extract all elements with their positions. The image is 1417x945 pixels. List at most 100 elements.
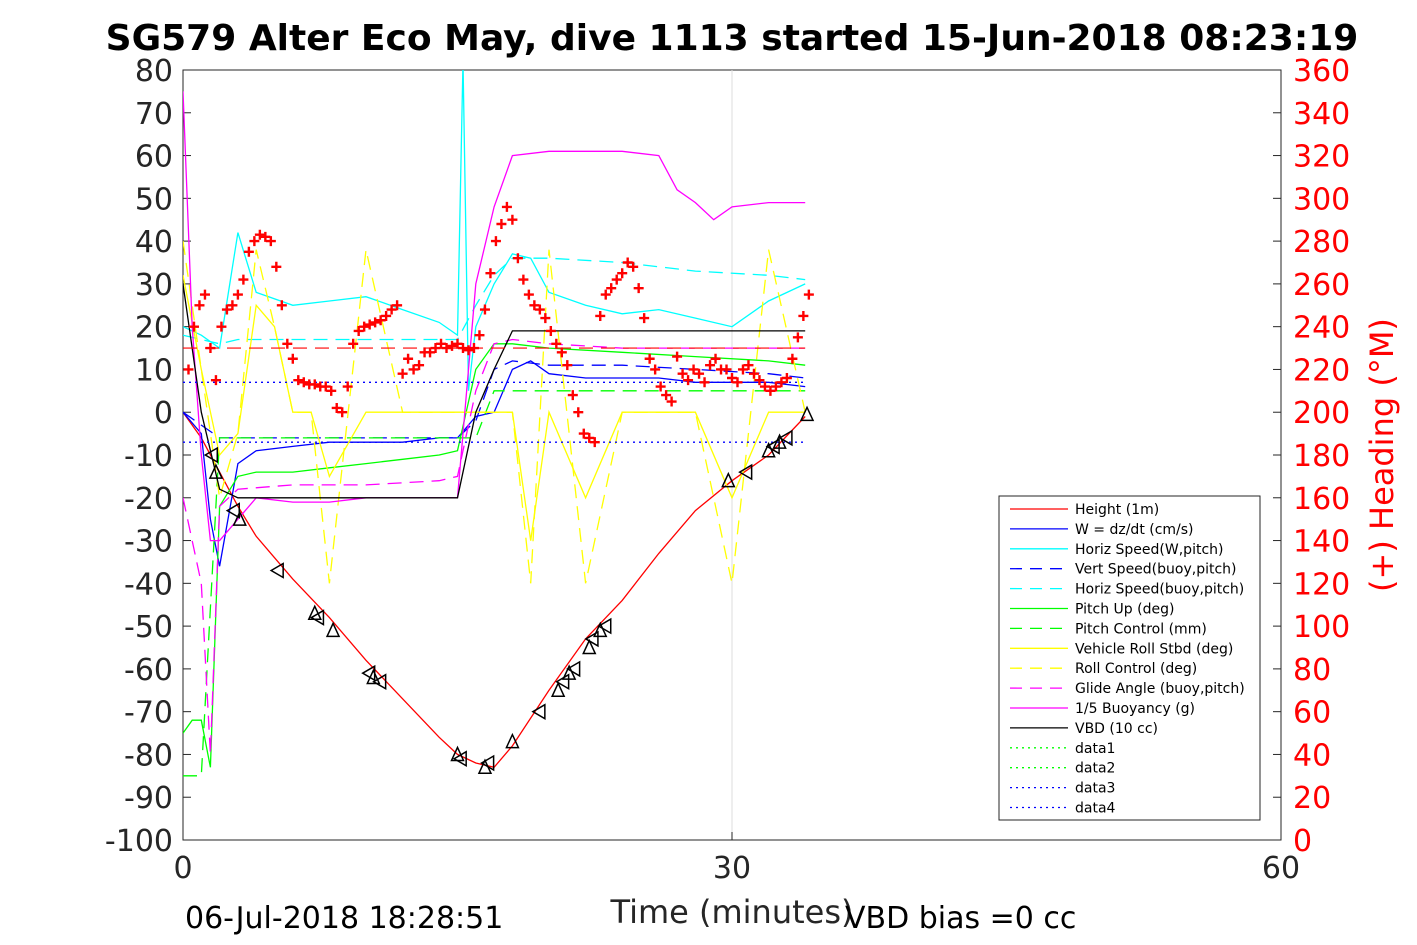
heading-point [216,321,227,332]
glider-marker [452,750,467,768]
glider-marker [372,673,387,691]
heading-point [370,317,381,328]
heading-point [617,268,628,279]
glider-marker [203,446,219,464]
y-tick-label: -40 [124,567,173,602]
heading-point [392,300,403,311]
heading-point [672,351,683,362]
y2-tick-label: 320 [1293,140,1350,175]
heading-point [666,396,677,407]
heading-point [529,300,540,311]
y-tick-label: -100 [105,824,173,859]
y-tick-label: 40 [135,225,173,260]
heading-point [737,364,748,375]
legend-label: Horiz Speed(W,pitch) [1075,542,1223,558]
heading-point [743,360,754,371]
heading-point [759,381,770,392]
heading-point [298,377,309,388]
y2-tick-label: 280 [1293,225,1350,260]
heading-point [606,283,617,294]
glider-marker [531,703,546,720]
heading-point [386,304,397,315]
legend-label: data4 [1075,801,1116,817]
heading-point [748,368,759,379]
heading-point [271,261,282,272]
footer-timestamp: 06-Jul-2018 18:28:51 [185,901,503,936]
legend-label: VBD (10 cc) [1075,721,1158,737]
y2-tick-label: 240 [1293,311,1350,346]
series-line-8 [183,241,806,584]
heading-point [403,353,414,364]
heading-point [567,390,578,401]
heading-point [792,332,803,343]
y2-tick-label: 220 [1293,353,1350,388]
legend-label: data2 [1075,761,1115,777]
glider-marker [325,621,341,638]
legend-label: Pitch Control (mm) [1075,621,1207,637]
heading-point [326,385,337,396]
glider-marker [225,502,240,519]
glider-marker [721,471,736,488]
heading-point [238,274,249,285]
y-tick-label: -80 [124,738,173,773]
heading-point [732,377,743,388]
y-tick-label: -50 [124,610,173,645]
heading-point [430,343,441,354]
heading-point [545,325,556,336]
heading-point [342,381,353,392]
glider-marker [555,673,570,691]
heading-point [447,340,458,351]
glider-marker [584,630,599,648]
glider-marker [232,510,247,526]
heading-point [677,368,688,379]
heading-point [337,407,348,418]
glider-marker-layer [203,405,815,775]
heading-point [485,268,496,279]
y-tick-label: 10 [135,353,173,388]
heading-point [622,257,633,268]
heading-point [633,283,644,294]
heading-point [479,304,490,315]
heading-point [589,437,600,448]
heading-layer [183,201,814,448]
heading-point [705,360,716,371]
heading-point [628,261,639,272]
y2-tick-label: 40 [1293,738,1331,773]
heading-point [425,347,436,358]
heading-point [194,300,205,311]
legend-label: Glide Angle (buoy,pitch) [1075,681,1245,697]
heading-point [518,274,529,285]
y2-tick-label: 100 [1293,610,1350,645]
y2-tick-label: 140 [1293,525,1350,560]
heading-point [199,289,210,300]
glider-marker [309,609,325,626]
glider-marker [505,732,520,749]
chart-title: SG579 Alter Eco May, dive 1113 started 1… [106,18,1359,59]
heading-point [232,289,243,300]
glider-marker [269,562,284,579]
heading-point [655,381,666,392]
heading-point [287,353,298,364]
x-axis: 0 30 60 [173,832,1300,886]
heading-point [309,379,320,390]
glider-marker [566,660,581,678]
heading-point [375,315,386,326]
heading-point [474,330,485,341]
legend-label: Vehicle Roll Stbd (deg) [1075,641,1233,657]
x-tick-label: 0 [173,851,192,886]
y2-tick-label: 340 [1293,97,1350,132]
heading-point [578,428,589,439]
heading-point [507,214,518,225]
heading-point [501,201,512,212]
glider-marker [765,438,780,455]
heading-point [650,364,661,375]
heading-point [205,343,216,354]
y-axis-right-label: (+) Heading (°M) [1363,318,1401,592]
legend-label: 1/5 Buoyancy (g) [1075,701,1195,717]
heading-point [320,381,331,392]
y-tick-label: -30 [124,525,173,560]
heading-point [600,289,611,300]
heading-point [639,313,650,324]
y-tick-label: -10 [124,439,173,474]
